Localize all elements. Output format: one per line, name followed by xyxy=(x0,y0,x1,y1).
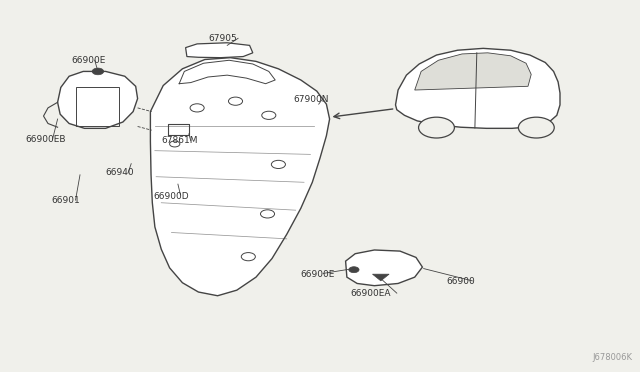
Circle shape xyxy=(419,117,454,138)
Bar xyxy=(76,87,119,126)
Text: 66940: 66940 xyxy=(106,169,134,177)
Polygon shape xyxy=(372,274,389,281)
Text: 66900E: 66900E xyxy=(72,56,106,65)
Text: 66900EA: 66900EA xyxy=(351,289,391,298)
Circle shape xyxy=(92,68,104,75)
Text: 66900EB: 66900EB xyxy=(26,135,66,144)
Text: 66900D: 66900D xyxy=(154,192,189,201)
Text: 67905: 67905 xyxy=(208,34,237,43)
Polygon shape xyxy=(58,71,138,128)
Text: 67861M: 67861M xyxy=(161,136,198,145)
Polygon shape xyxy=(415,53,531,90)
Polygon shape xyxy=(150,58,330,296)
Polygon shape xyxy=(346,250,422,286)
Polygon shape xyxy=(396,48,560,128)
Text: 66900E: 66900E xyxy=(301,270,335,279)
Circle shape xyxy=(349,267,359,273)
Text: 66900: 66900 xyxy=(447,278,476,286)
Text: J678006K: J678006K xyxy=(593,353,632,362)
Polygon shape xyxy=(186,43,253,58)
Text: 67900N: 67900N xyxy=(293,95,328,104)
Text: 66901: 66901 xyxy=(51,196,80,205)
Circle shape xyxy=(518,117,554,138)
